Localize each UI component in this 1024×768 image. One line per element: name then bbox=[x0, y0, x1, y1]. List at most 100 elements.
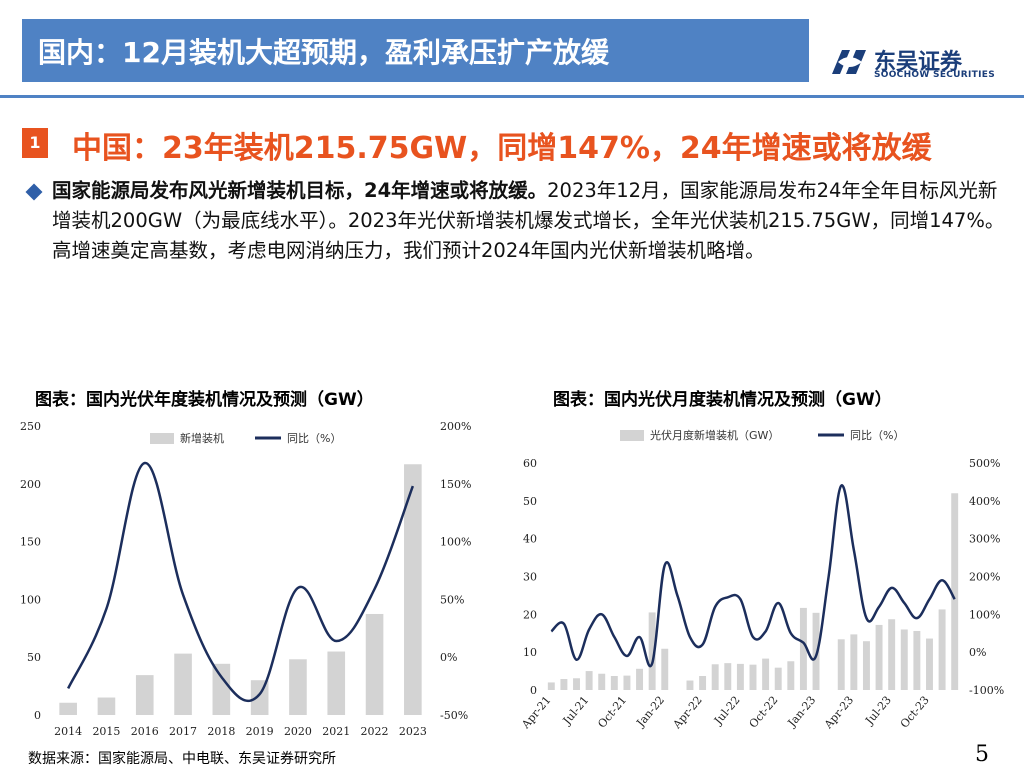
y2-axis-tick-label: 50% bbox=[440, 593, 464, 606]
x-axis-tick-label: 2017 bbox=[169, 725, 197, 738]
y2-axis-tick-label: 200% bbox=[440, 420, 471, 433]
data-source-note: 数据来源：国家能源局、中电联、东吴证券研究所 bbox=[28, 751, 336, 767]
bar bbox=[289, 659, 307, 715]
y2-axis-tick-label: 100% bbox=[440, 536, 471, 549]
bar bbox=[648, 612, 656, 690]
company-logo: 东吴证券 SOOCHOW SECURITIES bbox=[828, 42, 1008, 82]
y-axis-tick-label: 20 bbox=[523, 608, 537, 621]
bar bbox=[812, 612, 820, 690]
bar bbox=[547, 682, 555, 690]
bar bbox=[598, 673, 606, 690]
legend-bar-label: 新增装机 bbox=[180, 431, 224, 445]
bar bbox=[862, 641, 870, 690]
x-axis-tick-label: Apr-22 bbox=[670, 694, 705, 732]
x-axis-tick-label: 2018 bbox=[207, 725, 235, 738]
bar bbox=[888, 619, 896, 690]
paragraph-text: 2023年12月，国家能源局发布24年全年目标风光新增装机200GW（为最底线水… bbox=[52, 179, 1005, 262]
x-axis-tick-label: Jul-21 bbox=[560, 694, 592, 728]
y2-axis-tick-label: -50% bbox=[440, 709, 468, 722]
y2-axis-tick-label: 150% bbox=[440, 478, 471, 491]
bar bbox=[686, 680, 694, 690]
bar bbox=[913, 630, 921, 690]
bar bbox=[762, 658, 770, 690]
bar bbox=[661, 648, 669, 690]
paragraph-bold-lead: 国家能源局发布风光新增装机目标，24年增速或将放缓。 bbox=[52, 179, 548, 202]
bar bbox=[365, 613, 384, 715]
x-axis-tick-label: Jan-22 bbox=[633, 694, 667, 731]
y2-axis-tick-label: 300% bbox=[969, 533, 1000, 546]
x-axis-tick-label: Jan-23 bbox=[785, 694, 819, 731]
y-axis-tick-label: 150 bbox=[20, 536, 41, 549]
x-axis-tick-label: Jul-23 bbox=[862, 694, 894, 728]
bar bbox=[951, 493, 959, 690]
bar bbox=[174, 653, 192, 715]
yoy-line bbox=[67, 461, 415, 703]
y-axis-tick-label: 40 bbox=[523, 533, 537, 546]
monthly-install-chart: 0 10 20 30 40 50 60 -100% 0% 100% 200% 300% 400% 500%… bbox=[519, 428, 1005, 732]
x-axis-tick-label: Oct-22 bbox=[747, 694, 781, 731]
x-axis-tick-label: 2022 bbox=[361, 725, 389, 738]
header-divider bbox=[0, 95, 1024, 98]
annual-install-chart: 0 50 100 150 200 250 -50% 0% 50% 100% 150% 200% 2014… bbox=[20, 420, 471, 738]
page-title: 国内：12月装机大超预期，盈利承压扩产放缓 bbox=[38, 36, 609, 69]
section-number-badge: 1 bbox=[22, 128, 48, 158]
bar bbox=[212, 663, 231, 715]
logo-mark-icon bbox=[832, 50, 866, 74]
y-axis-tick-label: 0 bbox=[530, 684, 537, 697]
legend-bar-swatch bbox=[620, 430, 644, 441]
logo-name-en: SOOCHOW SECURITIES bbox=[874, 70, 995, 80]
bar bbox=[135, 675, 154, 715]
header-bar: 国内：12月装机大超预期，盈利承压扩产放缓 bbox=[22, 19, 809, 82]
bar bbox=[938, 609, 946, 690]
logo-name-cn: 东吴证券 bbox=[874, 50, 963, 75]
bar bbox=[97, 697, 116, 715]
bar bbox=[724, 663, 732, 690]
bar bbox=[59, 702, 77, 715]
y2-axis-tick-label: 500% bbox=[969, 457, 1000, 470]
y2-axis-tick-label: 200% bbox=[969, 571, 1000, 584]
x-axis-tick-label: Apr-23 bbox=[821, 694, 856, 732]
bar bbox=[327, 651, 346, 715]
x-axis-tick-label: 2021 bbox=[322, 725, 350, 738]
y-axis-tick-label: 50 bbox=[523, 495, 537, 508]
legend-bar-label: 光伏月度新增装机（GW） bbox=[650, 428, 779, 442]
y-axis-tick-label: 0 bbox=[34, 709, 41, 722]
x-axis-tick-label: 2020 bbox=[284, 725, 312, 738]
x-axis-tick-label: 2023 bbox=[399, 725, 427, 738]
x-axis-tick-label: Oct-23 bbox=[898, 694, 932, 731]
bar bbox=[711, 664, 719, 690]
legend-line-label: 同比（%） bbox=[287, 432, 341, 445]
x-axis-tick-label: 2014 bbox=[54, 725, 82, 738]
bar bbox=[736, 663, 744, 690]
bar bbox=[850, 634, 858, 690]
y2-axis-tick-label: 100% bbox=[969, 608, 1000, 621]
monthly-chart-title: 图表：国内光伏月度装机情况及预测（GW） bbox=[553, 390, 892, 410]
y2-axis-tick-label: 400% bbox=[969, 495, 1000, 508]
bar bbox=[623, 675, 631, 690]
x-axis-tick-label: 2015 bbox=[92, 725, 120, 738]
bar bbox=[774, 667, 782, 690]
y2-axis-tick-label: -100% bbox=[969, 684, 1004, 697]
bar bbox=[610, 676, 618, 690]
page-number: 5 bbox=[975, 742, 989, 767]
bar bbox=[787, 661, 795, 690]
y2-axis-tick-label: 0% bbox=[969, 646, 986, 659]
bar bbox=[799, 607, 807, 690]
bar bbox=[404, 464, 422, 715]
y-axis-tick-label: 60 bbox=[523, 457, 537, 470]
x-axis-tick-label: 2016 bbox=[131, 725, 159, 738]
bar bbox=[837, 639, 845, 690]
x-axis-tick-label: Oct-21 bbox=[595, 694, 629, 731]
annual-chart-title: 图表：国内光伏年度装机情况及预测（GW） bbox=[35, 390, 374, 410]
bar bbox=[699, 676, 707, 690]
bar bbox=[560, 679, 568, 690]
bar bbox=[585, 671, 593, 690]
diamond-bullet-icon bbox=[25, 183, 43, 201]
bar bbox=[573, 678, 580, 690]
legend-bar-swatch bbox=[150, 433, 174, 444]
x-axis-tick-label: 2019 bbox=[246, 725, 274, 738]
yoy-line bbox=[550, 484, 956, 668]
body-paragraph: 国家能源局发布风光新增装机目标，24年增速或将放缓。2023年12月，国家能源局… bbox=[52, 176, 1012, 266]
bar bbox=[900, 629, 908, 690]
y-axis-tick-label: 250 bbox=[20, 420, 41, 433]
